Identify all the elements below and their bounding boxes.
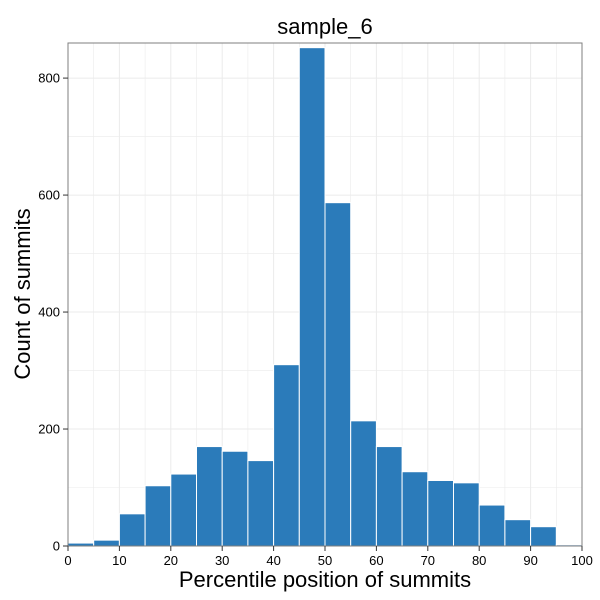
x-tick-label: 70: [421, 553, 435, 568]
x-axis: 0 10 20 30 40 50 60 70 80 90 100: [64, 546, 593, 568]
histogram-bar: [118, 513, 146, 547]
histogram-bar: [298, 47, 326, 547]
x-tick-label: 40: [266, 553, 280, 568]
histogram-bar: [273, 364, 300, 547]
histogram-bar: [453, 482, 480, 547]
y-tick-label: 800: [38, 71, 60, 86]
x-axis-label: Percentile position of summits: [179, 567, 471, 592]
histogram-bar: [504, 519, 532, 547]
histogram-bar: [247, 460, 275, 547]
histogram-bar: [401, 471, 429, 547]
histogram-bar: [427, 479, 454, 547]
x-tick-label: 100: [571, 553, 593, 568]
x-tick-label: 80: [472, 553, 486, 568]
histogram-bar: [170, 473, 198, 547]
y-tick-label: 200: [38, 422, 60, 437]
histogram-bar: [93, 539, 120, 547]
bars-group: [67, 47, 583, 547]
histogram-bar: [144, 485, 172, 547]
x-tick-label: 60: [369, 553, 383, 568]
x-tick-label: 90: [523, 553, 537, 568]
y-tick-label: 600: [38, 188, 60, 203]
histogram-bar: [375, 446, 403, 547]
y-tick-label: 400: [38, 305, 60, 320]
x-tick-label: 50: [318, 553, 332, 568]
chart-title: sample_6: [277, 14, 372, 39]
x-tick-label: 30: [215, 553, 229, 568]
histogram-bar: [221, 450, 249, 547]
y-tick-label: 0: [53, 539, 60, 554]
histogram-bar: [350, 420, 377, 547]
histogram-bar: [324, 202, 352, 547]
x-tick-label: 10: [112, 553, 126, 568]
y-axis-label: Count of summits: [10, 208, 35, 379]
x-tick-label: 0: [64, 553, 71, 568]
x-tick-label: 20: [164, 553, 178, 568]
histogram-bar: [478, 504, 506, 547]
histogram-bar: [530, 526, 557, 547]
histogram-bar: [196, 446, 223, 547]
y-axis: 0 200 400 600 800: [38, 71, 68, 554]
